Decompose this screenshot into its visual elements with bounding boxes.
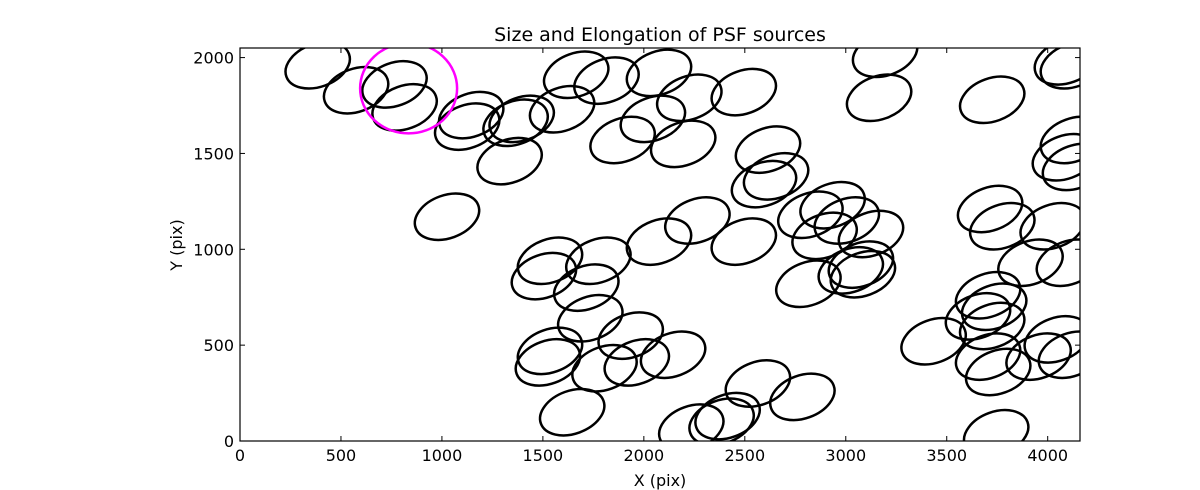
psf-source-ellipse	[657, 403, 725, 441]
psf-source-ellipse	[730, 159, 798, 209]
psf-source-ellipse	[710, 67, 778, 117]
psf-source-ellipse	[1031, 132, 1080, 182]
psf-source-ellipse	[791, 211, 858, 261]
psf-source-ellipse	[944, 291, 1012, 341]
psf-source-ellipse	[556, 293, 624, 343]
psf-source-ellipse	[1005, 332, 1072, 382]
psf-source-ellipse	[837, 209, 905, 259]
psf-source-ellipse	[413, 192, 481, 242]
psf-ellipse-layer	[284, 48, 1080, 441]
psf-source-ellipse	[589, 115, 656, 165]
x-tick-label: 500	[326, 446, 357, 465]
y-tick-label: 500	[203, 336, 234, 355]
psf-source-ellipse	[322, 65, 390, 115]
psf-source-ellipse	[1035, 238, 1080, 288]
x-axis: 0 500 1000 1500 2000 2500 3000 3500 4000	[235, 48, 1068, 465]
psf-source-ellipse	[649, 119, 717, 169]
y-axis: 0 500 1000 1500 2000	[193, 49, 1080, 451]
psf-source-ellipse	[962, 408, 1030, 441]
x-tick-label: 1500	[523, 446, 564, 465]
psf-source-ellipse	[476, 136, 543, 186]
psf-source-ellipse	[960, 282, 1028, 332]
psf-source-ellipse	[1037, 330, 1080, 380]
psf-source-ellipse	[433, 102, 501, 152]
psf-source-ellipse	[777, 190, 844, 240]
x-axis-label: X (pix)	[634, 471, 687, 490]
psf-source-ellipse	[573, 56, 640, 106]
psf-source-ellipse	[958, 301, 1026, 351]
psf-source-ellipse	[510, 251, 578, 301]
psf-source-ellipse	[710, 217, 778, 267]
psf-source-ellipse	[958, 75, 1026, 125]
psf-source-ellipse	[968, 201, 1036, 251]
psf-source-ellipse	[956, 184, 1024, 234]
x-tick-label: 0	[235, 446, 245, 465]
psf-source-ellipse	[437, 90, 505, 140]
y-axis-label: Y (pix)	[167, 219, 186, 271]
psf-source-ellipse	[655, 73, 723, 123]
psf-source-ellipse	[514, 337, 582, 387]
y-tick-label: 1000	[193, 240, 234, 259]
psf-source-ellipse	[552, 263, 620, 313]
psf-source-ellipse	[964, 347, 1032, 397]
psf-source-ellipse	[538, 387, 606, 437]
y-tick-label: 2000	[193, 49, 234, 68]
psf-source-ellipse	[1039, 115, 1080, 165]
y-tick-label: 0	[224, 432, 234, 451]
y-tick-label: 1500	[193, 144, 234, 163]
psf-source-ellipse	[829, 249, 897, 299]
psf-source-ellipse	[851, 48, 919, 79]
psf-source-ellipse	[1019, 201, 1080, 251]
psf-source-ellipse	[954, 332, 1022, 382]
psf-source-ellipse	[817, 245, 885, 295]
psf-source-ellipse	[516, 236, 584, 286]
psf-source-ellipse	[900, 316, 967, 366]
psf-source-ellipse	[1039, 48, 1080, 90]
psf-source-highlight	[358, 48, 459, 135]
chart-title: Size and Elongation of PSF sources	[494, 24, 826, 46]
psf-source-ellipse	[625, 217, 693, 267]
plot-frame	[239, 47, 1081, 442]
psf-source-ellipse	[528, 84, 596, 134]
psf-source-ellipse	[799, 180, 866, 230]
x-tick-label: 3500	[926, 446, 967, 465]
psf-source-ellipse	[565, 236, 632, 286]
x-tick-label: 1000	[422, 446, 463, 465]
x-tick-label: 4000	[1027, 446, 1068, 465]
psf-source-ellipse	[688, 397, 755, 441]
psf-source-ellipse	[954, 270, 1022, 320]
psf-source-ellipse	[734, 125, 802, 175]
psf-source-ellipse	[769, 372, 836, 422]
psf-source-ellipse	[619, 94, 687, 144]
psf-source-ellipse	[664, 196, 731, 245]
psf-source-ellipse	[1033, 48, 1080, 86]
psf-source-ellipse	[625, 48, 693, 98]
psf-source-ellipse	[639, 330, 707, 380]
psf-source-ellipse	[845, 73, 913, 123]
x-tick-label: 2000	[623, 446, 664, 465]
psf-source-ellipse	[516, 326, 584, 376]
psf-source-ellipse	[694, 391, 761, 441]
psf-source-ellipse	[361, 59, 428, 109]
psf-source-ellipse	[1041, 142, 1080, 192]
psf-source-ellipse	[603, 337, 671, 387]
psf-source-ellipse	[1023, 314, 1080, 364]
psf-source-ellipse	[775, 259, 842, 309]
psf-source-ellipse	[742, 151, 810, 201]
psf-source-ellipse	[542, 50, 610, 100]
x-tick-label: 3000	[825, 446, 866, 465]
x-tick-label: 2500	[724, 446, 765, 465]
psf-source-ellipse	[284, 48, 352, 90]
